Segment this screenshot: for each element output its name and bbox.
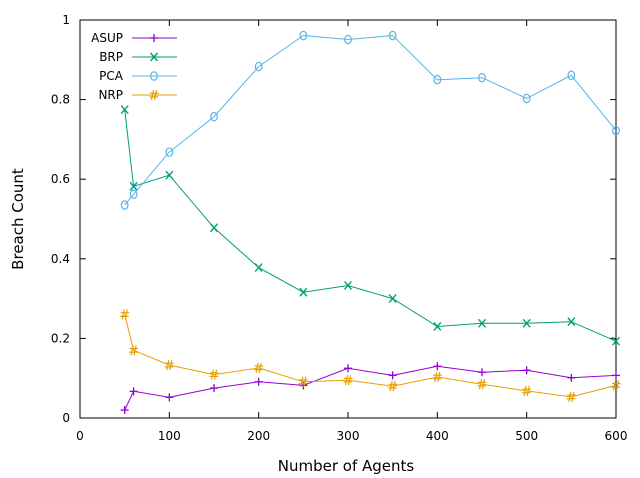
x-tick-label: 500	[515, 429, 538, 443]
series-nrp	[120, 309, 621, 403]
data-point-nrp	[566, 391, 576, 403]
data-point-nrp	[611, 380, 621, 391]
data-point-nrp	[298, 376, 308, 387]
data-point-nrp	[388, 381, 398, 392]
x-tick-label: 100	[158, 429, 181, 443]
data-point-asup	[388, 371, 397, 380]
data-point-asup	[344, 364, 352, 373]
x-axis-title: Number of Agents	[278, 457, 415, 475]
x-tick-label: 400	[426, 429, 449, 443]
data-point-brp	[129, 181, 138, 191]
series-asup	[120, 362, 620, 415]
data-point-nrp	[254, 362, 264, 373]
data-point-pca	[210, 111, 218, 122]
data-point-pca	[388, 30, 397, 41]
legend-marker-asup	[150, 34, 158, 42]
data-point-pca	[567, 70, 576, 81]
series-pca	[120, 30, 620, 210]
data-point-nrp	[164, 359, 174, 371]
x-tick-label: 300	[337, 429, 360, 443]
legend: ASUP BRP PCA NRP	[91, 31, 177, 102]
data-point-asup	[120, 406, 129, 415]
y-tick-label: 1	[62, 13, 70, 27]
data-point-brp	[209, 223, 219, 233]
data-point-brp	[567, 317, 576, 327]
data-point-nrp	[120, 309, 130, 320]
legend-label-nrp: NRP	[98, 88, 123, 102]
data-point-brp	[165, 170, 174, 180]
y-tick-label: 0	[62, 411, 70, 425]
x-tick-label: 0	[76, 429, 84, 443]
series-line-pca	[124, 34, 617, 206]
y-axis-title: Breach Count	[9, 168, 27, 270]
data-point-brp	[299, 287, 308, 297]
data-point-nrp	[129, 345, 139, 356]
x-tick-label: 600	[605, 429, 628, 443]
data-point-asup	[254, 377, 263, 386]
axis-ticks: 0 100 200 300 400 500 600 0 0.2 0.4 0.6 0.8 1	[51, 13, 628, 443]
legend-marker-brp	[149, 52, 159, 62]
data-point-brp	[343, 281, 353, 290]
data-point-pca	[120, 200, 129, 210]
data-point-asup	[165, 393, 174, 402]
data-point-brp	[388, 294, 397, 304]
data-point-asup	[567, 373, 576, 382]
data-point-pca	[433, 74, 442, 85]
legend-marker-pca	[150, 71, 158, 81]
y-tick-label: 0.2	[51, 331, 70, 345]
data-point-nrp	[343, 375, 353, 386]
data-point-pca	[344, 34, 352, 45]
data-point-pca	[478, 72, 486, 83]
data-point-nrp	[522, 385, 532, 397]
data-point-asup	[433, 362, 442, 371]
data-point-nrp	[432, 371, 442, 383]
legend-label-asup: ASUP	[91, 31, 123, 45]
data-point-nrp	[209, 369, 219, 380]
data-point-brp	[522, 318, 531, 328]
data-point-pca	[165, 147, 174, 157]
data-point-asup	[210, 384, 218, 393]
legend-label-pca: PCA	[99, 69, 124, 83]
series-line-brp	[124, 109, 617, 342]
data-point-brp	[611, 336, 621, 346]
data-point-asup	[522, 366, 531, 375]
data-point-asup	[612, 371, 620, 380]
data-point-asup	[478, 368, 486, 377]
series-brp	[120, 105, 621, 346]
data-point-pca	[612, 125, 620, 136]
y-tick-label: 0.4	[51, 252, 70, 266]
series-line-nrp	[124, 314, 617, 398]
legend-marker-nrp	[149, 89, 159, 101]
data-point-asup	[129, 387, 138, 396]
series-line-asup	[124, 365, 617, 411]
x-tick-label: 200	[247, 429, 270, 443]
legend-label-brp: BRP	[99, 50, 123, 64]
data-point-pca	[522, 93, 531, 104]
y-tick-label: 0.6	[51, 172, 70, 186]
data-point-brp	[477, 318, 487, 328]
data-point-brp	[254, 263, 263, 273]
data-point-nrp	[477, 379, 487, 390]
data-point-brp	[120, 105, 129, 115]
data-point-pca	[299, 30, 308, 41]
data-point-pca	[254, 61, 263, 72]
plot-frame	[79, 19, 617, 419]
y-tick-label: 0.8	[51, 93, 70, 107]
data-point-pca	[129, 189, 138, 200]
data-point-brp	[433, 321, 442, 331]
series-layer	[120, 30, 621, 415]
